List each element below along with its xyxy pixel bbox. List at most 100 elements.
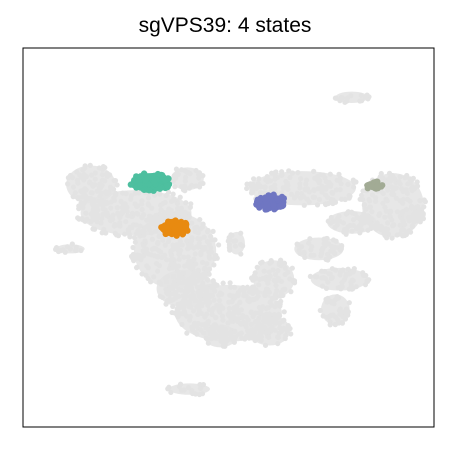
background-cell-point <box>323 285 330 292</box>
background-cell-point <box>210 228 216 234</box>
background-cell-point <box>297 176 304 182</box>
background-cell-point <box>112 191 118 197</box>
background-cell-point <box>238 230 244 236</box>
background-cell-point <box>89 210 95 216</box>
background-cell-point <box>159 213 165 219</box>
state-cell-point <box>158 224 165 231</box>
state-cell-point <box>182 224 190 231</box>
background-cell-point <box>330 200 336 207</box>
background-cell-point <box>143 224 150 230</box>
background-cell-point <box>219 291 225 297</box>
background-cell-point <box>186 300 193 306</box>
background-cell-point <box>79 215 85 222</box>
background-cell-point <box>220 305 226 311</box>
background-cell-point <box>359 214 365 220</box>
background-cell-point <box>257 190 264 196</box>
background-cell-point <box>404 172 410 179</box>
background-cell-point <box>256 333 262 340</box>
background-cell-point <box>350 222 357 229</box>
background-cell-point <box>282 335 288 342</box>
background-cell-point <box>280 185 287 191</box>
background-cell-point <box>394 232 400 238</box>
background-cell-point <box>399 209 405 215</box>
background-cell-point <box>253 287 259 293</box>
background-cell-point <box>160 200 166 207</box>
background-cell-point <box>69 241 75 247</box>
background-cell-point <box>308 252 314 258</box>
background-cell-point <box>153 222 159 228</box>
background-cell-point <box>73 244 79 250</box>
background-cell-point <box>141 243 147 249</box>
background-cell-point <box>334 177 340 183</box>
background-cell-point <box>385 220 391 226</box>
background-cell-point <box>133 265 140 271</box>
background-cell-point <box>230 315 237 321</box>
background-cell-point <box>177 280 183 286</box>
background-cell-point <box>275 275 281 281</box>
background-cell-point <box>195 271 201 277</box>
background-cell-point <box>163 257 170 263</box>
background-cell-point <box>187 314 193 320</box>
background-cell-point <box>385 185 391 191</box>
background-cell-point <box>96 184 103 190</box>
background-cell-point <box>185 385 192 391</box>
background-cell-point <box>76 206 82 212</box>
background-cell-point <box>149 216 155 222</box>
background-cell-point <box>112 177 119 184</box>
background-cell-point <box>382 204 388 210</box>
state-cell-point <box>261 195 268 203</box>
background-cell-point <box>350 217 357 223</box>
background-cell-point <box>409 222 415 229</box>
background-cell-point <box>204 336 211 342</box>
background-cell-point <box>311 168 317 174</box>
background-cell-point <box>171 261 177 267</box>
background-cell-point <box>230 336 236 342</box>
background-cell-point <box>413 204 419 210</box>
state-cell-point <box>171 225 178 233</box>
background-cell-point <box>256 310 262 316</box>
background-cell-point <box>259 259 265 265</box>
background-cell-point <box>280 318 286 324</box>
background-cell-point <box>75 194 81 201</box>
background-cell-point <box>338 286 344 292</box>
background-cell-point <box>159 294 166 301</box>
background-cell-point <box>261 318 267 324</box>
background-cell-point <box>207 255 213 261</box>
background-cell-point <box>175 314 181 320</box>
background-cell-point <box>391 222 397 228</box>
background-cell-point <box>151 274 157 280</box>
background-cell-point <box>166 384 172 390</box>
background-cell-point <box>325 218 331 224</box>
background-cell-point <box>196 184 203 190</box>
background-cell-point <box>326 270 332 277</box>
background-cell-point <box>402 221 408 228</box>
background-cell-point <box>88 196 94 202</box>
background-cell-point <box>311 187 317 194</box>
background-cell-point <box>122 201 128 207</box>
background-cell-point <box>189 324 195 330</box>
background-cell-point <box>82 163 88 169</box>
background-cell-point <box>409 184 416 190</box>
background-cell-point <box>196 240 202 246</box>
background-cell-point <box>282 265 288 271</box>
background-cell-point <box>295 242 301 248</box>
background-cell-point <box>410 175 416 181</box>
background-cell-point <box>389 191 395 197</box>
background-cell-point <box>231 310 237 316</box>
background-cell-point <box>149 236 155 242</box>
background-cell-point <box>319 183 325 189</box>
background-cell-point <box>60 247 66 253</box>
background-cell-point <box>199 259 206 266</box>
background-cell-point <box>349 286 355 292</box>
background-cell-point <box>110 186 117 192</box>
background-cell-point <box>255 319 261 325</box>
background-cell-point <box>84 216 90 222</box>
background-cell-point <box>281 325 287 331</box>
background-cell-point <box>65 181 71 187</box>
background-cell-point <box>366 277 372 283</box>
background-cell-point <box>221 330 227 336</box>
background-cell-point <box>334 293 340 300</box>
background-cell-point <box>256 184 263 190</box>
background-cell-point <box>315 177 321 183</box>
background-cell-point <box>209 311 215 318</box>
